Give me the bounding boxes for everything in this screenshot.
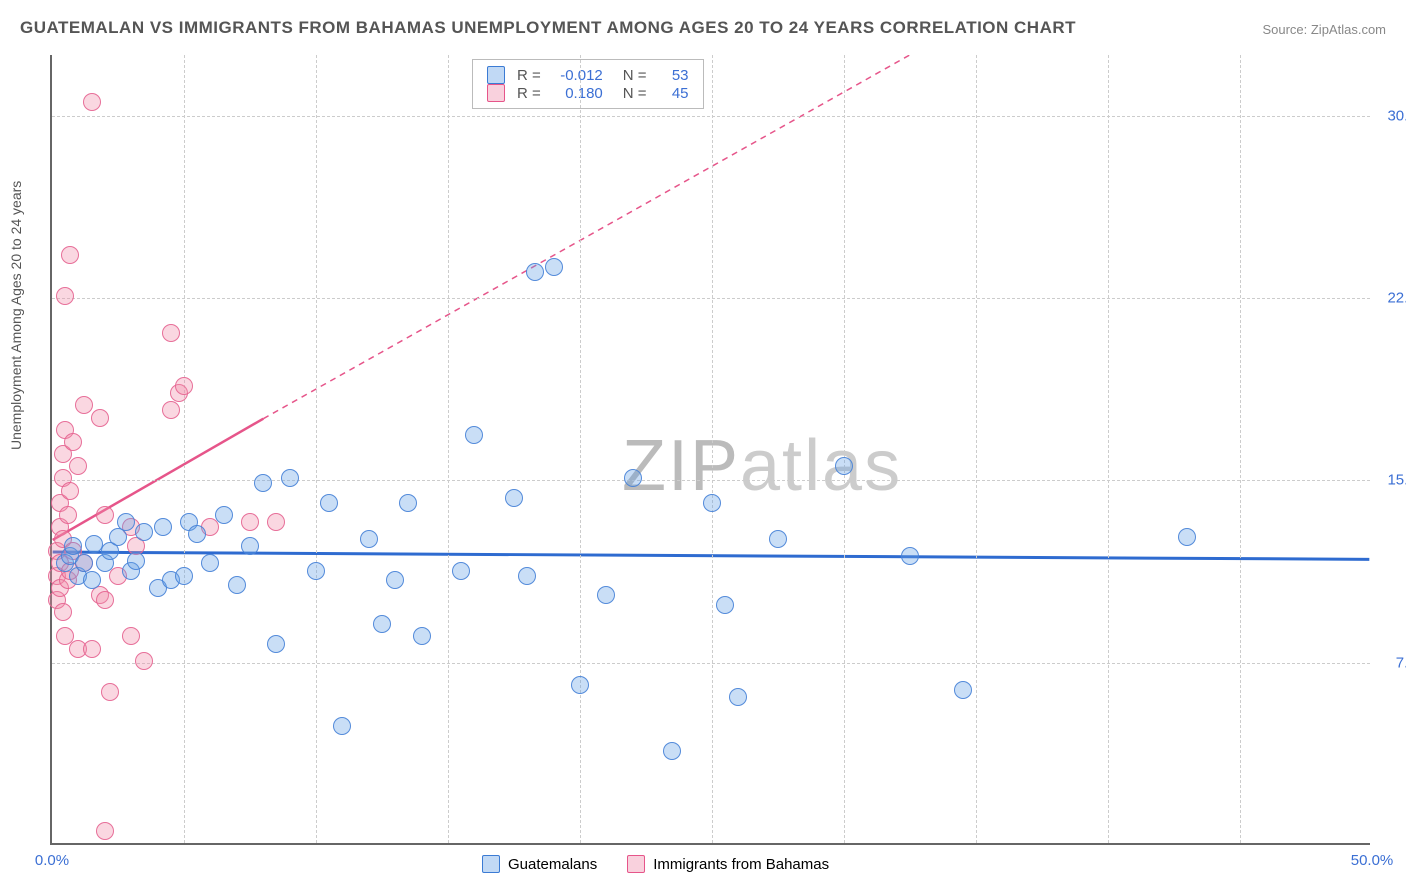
data-point	[59, 506, 77, 524]
data-point	[83, 640, 101, 658]
grid-line-v	[316, 55, 317, 843]
data-point	[386, 571, 404, 589]
data-point	[154, 518, 172, 536]
data-point	[465, 426, 483, 444]
data-point	[91, 409, 109, 427]
grid-line-v	[976, 55, 977, 843]
data-point	[703, 494, 721, 512]
swatch-pink-icon	[487, 84, 505, 102]
data-point	[624, 469, 642, 487]
grid-line-v	[184, 55, 185, 843]
legend-swatch-pink-icon	[627, 855, 645, 873]
swatch-blue-icon	[487, 66, 505, 84]
data-point	[716, 596, 734, 614]
data-point	[96, 822, 114, 840]
data-point	[373, 615, 391, 633]
source-label: Source: ZipAtlas.com	[1262, 22, 1386, 37]
legend-item-2: Immigrants from Bahamas	[627, 855, 829, 873]
grid-line-v	[580, 55, 581, 843]
data-point	[117, 513, 135, 531]
grid-line-h	[52, 298, 1370, 299]
data-point	[61, 482, 79, 500]
data-point	[597, 586, 615, 604]
data-point	[135, 652, 153, 670]
data-point	[526, 263, 544, 281]
data-point	[188, 525, 206, 543]
data-point	[69, 457, 87, 475]
data-point	[75, 396, 93, 414]
grid-line-h	[52, 480, 1370, 481]
data-point	[127, 552, 145, 570]
data-point	[729, 688, 747, 706]
y-tick-label: 15.0%	[1387, 472, 1406, 489]
data-point	[307, 562, 325, 580]
data-point	[75, 554, 93, 572]
y-axis-label: Unemployment Among Ages 20 to 24 years	[8, 181, 24, 450]
data-point	[96, 506, 114, 524]
data-point	[241, 537, 259, 555]
data-point	[64, 537, 82, 555]
y-tick-label: 30.0%	[1387, 107, 1406, 124]
chart-title: GUATEMALAN VS IMMIGRANTS FROM BAHAMAS UN…	[20, 18, 1076, 38]
grid-line-v	[448, 55, 449, 843]
regression-lines	[52, 55, 1370, 843]
stats-box: R = -0.012 N = 53 R = 0.180 N = 45	[472, 59, 704, 109]
x-tick-label: 50.0%	[1351, 852, 1394, 869]
grid-line-v	[1108, 55, 1109, 843]
y-tick-label: 7.5%	[1396, 654, 1406, 671]
data-point	[901, 547, 919, 565]
data-point	[320, 494, 338, 512]
data-point	[413, 627, 431, 645]
x-tick-label: 0.0%	[35, 852, 69, 869]
grid-line-v	[1240, 55, 1241, 843]
grid-line-h	[52, 116, 1370, 117]
data-point	[215, 506, 233, 524]
data-point	[254, 474, 272, 492]
grid-line-v	[712, 55, 713, 843]
y-tick-label: 22.5%	[1387, 290, 1406, 307]
data-point	[954, 681, 972, 699]
data-point	[452, 562, 470, 580]
data-point	[175, 377, 193, 395]
grid-line-v	[844, 55, 845, 843]
data-point	[1178, 528, 1196, 546]
data-point	[83, 571, 101, 589]
data-point	[571, 676, 589, 694]
data-point	[267, 513, 285, 531]
data-point	[83, 93, 101, 111]
data-point	[64, 433, 82, 451]
data-point	[241, 513, 259, 531]
data-point	[360, 530, 378, 548]
data-point	[175, 567, 193, 585]
data-point	[56, 287, 74, 305]
data-point	[835, 457, 853, 475]
data-point	[122, 627, 140, 645]
data-point	[135, 523, 153, 541]
data-point	[228, 576, 246, 594]
data-point	[399, 494, 417, 512]
stats-row-1: R = -0.012 N = 53	[487, 66, 689, 84]
legend-item-1: Guatemalans	[482, 855, 597, 873]
grid-line-h	[52, 663, 1370, 664]
data-point	[769, 530, 787, 548]
stats-row-2: R = 0.180 N = 45	[487, 84, 689, 102]
data-point	[545, 258, 563, 276]
data-point	[201, 554, 219, 572]
data-point	[518, 567, 536, 585]
legend-swatch-blue-icon	[482, 855, 500, 873]
data-point	[54, 603, 72, 621]
data-point	[281, 469, 299, 487]
data-point	[333, 717, 351, 735]
data-point	[162, 401, 180, 419]
watermark: ZIPatlas	[622, 425, 902, 507]
plot-area: ZIPatlas R = -0.012 N = 53 R = 0.180 N =…	[50, 55, 1370, 845]
data-point	[96, 591, 114, 609]
data-point	[101, 683, 119, 701]
legend: Guatemalans Immigrants from Bahamas	[482, 855, 829, 873]
data-point	[267, 635, 285, 653]
data-point	[61, 246, 79, 264]
data-point	[505, 489, 523, 507]
data-point	[162, 324, 180, 342]
data-point	[663, 742, 681, 760]
